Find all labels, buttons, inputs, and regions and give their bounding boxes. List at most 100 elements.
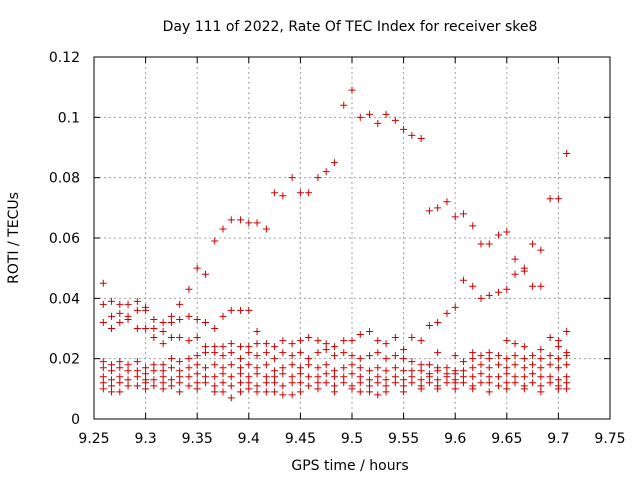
data-point xyxy=(99,318,107,326)
data-point xyxy=(211,349,219,357)
data-point xyxy=(434,376,442,384)
data-point xyxy=(159,340,167,348)
data-point xyxy=(108,297,116,305)
data-point xyxy=(201,364,209,372)
data-point xyxy=(219,370,227,378)
data-point xyxy=(124,376,132,384)
data-point xyxy=(469,364,477,372)
data-point xyxy=(554,195,562,203)
data-point xyxy=(503,364,511,372)
data-point xyxy=(511,352,519,360)
data-point xyxy=(185,312,193,320)
data-point xyxy=(237,370,245,378)
data-point xyxy=(391,116,399,124)
data-point xyxy=(262,361,270,369)
data-point xyxy=(227,306,235,314)
x-tick-label: 9.3 xyxy=(134,431,156,447)
data-point xyxy=(477,240,485,248)
data-point xyxy=(150,325,158,332)
data-point xyxy=(356,364,364,372)
data-point xyxy=(159,385,167,393)
data-point xyxy=(503,228,511,236)
data-point xyxy=(391,364,399,372)
data-point xyxy=(417,385,425,393)
data-point xyxy=(451,352,459,360)
data-point xyxy=(546,361,554,369)
data-point xyxy=(382,376,390,384)
data-point xyxy=(133,358,141,366)
data-point xyxy=(477,352,485,360)
data-point xyxy=(219,379,227,387)
data-point xyxy=(563,150,571,158)
data-point xyxy=(443,364,451,372)
data-point xyxy=(201,379,209,387)
data-point xyxy=(253,340,261,348)
axis-ticks xyxy=(93,56,611,420)
data-point xyxy=(133,373,141,381)
data-point xyxy=(201,373,209,381)
data-point xyxy=(176,388,184,396)
data-point xyxy=(348,352,356,360)
data-point xyxy=(133,306,141,314)
data-point xyxy=(201,270,209,278)
data-point xyxy=(425,321,433,329)
data-point xyxy=(537,364,545,372)
data-point xyxy=(485,240,493,248)
data-point xyxy=(537,346,545,354)
y-tick-label: 0.08 xyxy=(49,171,80,187)
data-point xyxy=(382,110,390,118)
y-tick-label: 0.02 xyxy=(49,352,80,368)
data-point xyxy=(391,352,399,360)
data-point xyxy=(288,174,296,182)
data-point xyxy=(330,159,338,167)
data-point xyxy=(511,340,519,348)
x-tick-label: 9.75 xyxy=(594,431,625,447)
data-point xyxy=(193,361,201,369)
data-point xyxy=(245,361,253,369)
data-point xyxy=(99,379,107,387)
data-point xyxy=(554,385,562,393)
data-point xyxy=(296,189,304,197)
data-point xyxy=(262,388,270,396)
data-point xyxy=(193,385,201,393)
data-point xyxy=(193,379,201,387)
data-point xyxy=(400,376,408,384)
data-point xyxy=(124,315,132,323)
data-point xyxy=(99,385,107,393)
data-point xyxy=(253,328,261,336)
data-point xyxy=(142,385,150,393)
data-point xyxy=(296,364,304,372)
x-tick-label: 9.5 xyxy=(341,431,363,447)
data-point xyxy=(554,364,562,372)
data-point xyxy=(322,379,330,387)
data-point xyxy=(417,367,425,375)
chart-title: Day 111 of 2022, Rate Of TEC Index for r… xyxy=(163,19,538,35)
data-point xyxy=(133,382,141,390)
data-point xyxy=(185,337,193,345)
data-point xyxy=(314,385,322,393)
data-point xyxy=(150,334,158,342)
data-point xyxy=(366,367,374,375)
data-point xyxy=(537,382,545,390)
data-point xyxy=(237,388,245,396)
data-point xyxy=(227,216,235,224)
data-point xyxy=(537,388,545,396)
data-point xyxy=(443,198,451,206)
data-point xyxy=(503,385,511,393)
data-point xyxy=(485,388,493,396)
data-point xyxy=(201,318,209,326)
data-point xyxy=(116,364,124,372)
data-point xyxy=(459,379,467,387)
data-point xyxy=(185,355,193,363)
data-point xyxy=(219,364,227,372)
data-point xyxy=(314,174,322,182)
data-point xyxy=(193,315,201,323)
data-point xyxy=(425,207,433,215)
data-point xyxy=(340,349,348,357)
data-point xyxy=(108,376,116,384)
data-point xyxy=(400,388,408,396)
data-point xyxy=(142,306,150,314)
data-point xyxy=(417,134,425,142)
data-point xyxy=(356,113,364,121)
data-point xyxy=(477,361,485,369)
